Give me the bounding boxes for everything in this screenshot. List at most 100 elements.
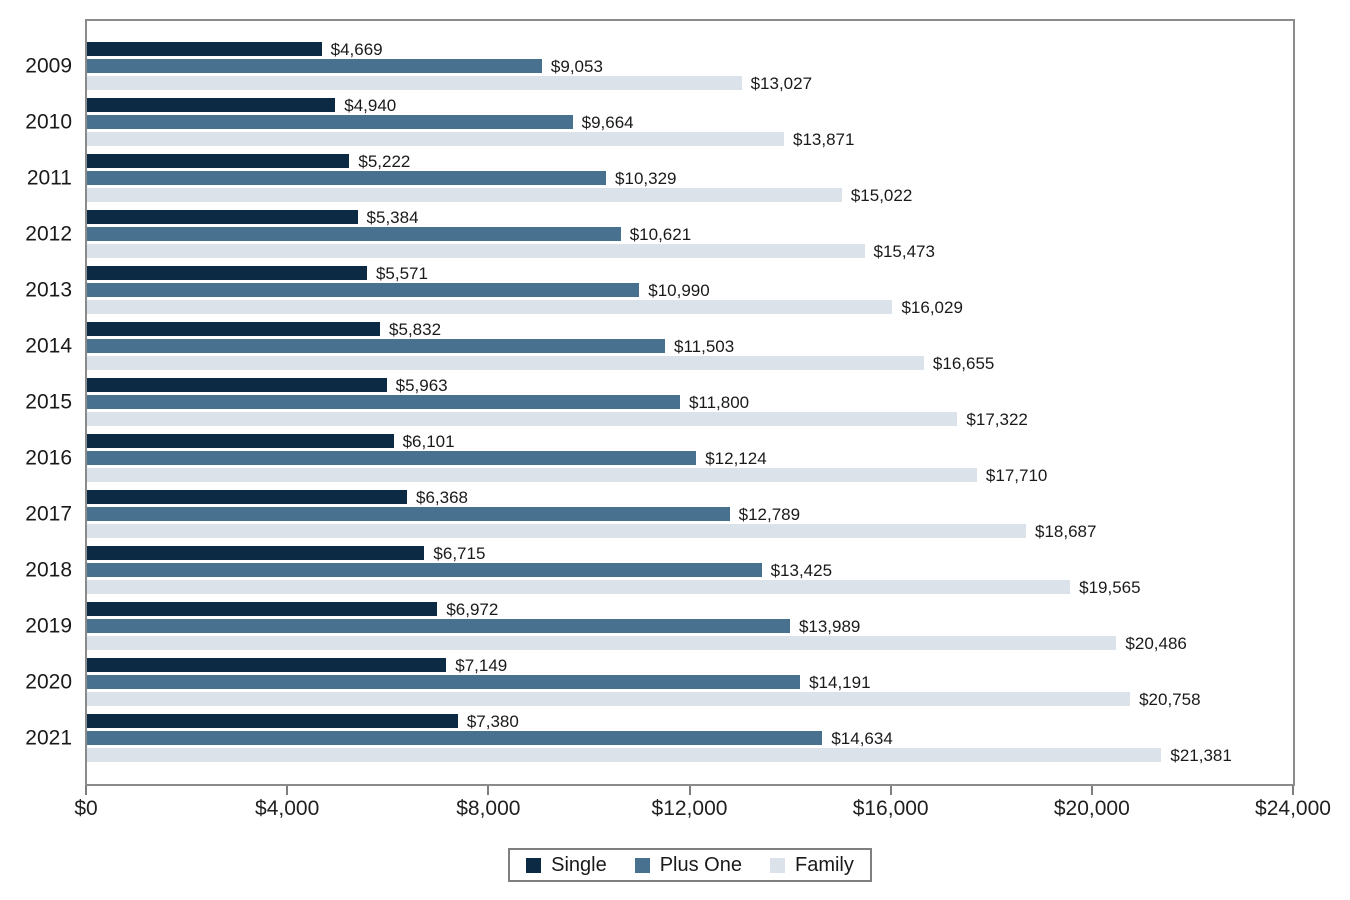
year-group-2021: 2021 $7,380 $14,634 $21,381 — [25, 713, 1293, 765]
x-axis-tick-label: $12,000 — [651, 797, 728, 820]
bar-row-family: $17,322 — [87, 411, 1293, 428]
bar-row-single: $5,963 — [87, 375, 1293, 395]
bar-single-2009 — [87, 42, 322, 56]
bar-family-2015 — [87, 412, 958, 426]
year-group-2015: 2015 $5,963 $11,800 $17,322 — [25, 375, 1293, 428]
bar-plus-one-2016 — [87, 451, 697, 465]
bar-row-family: $16,029 — [87, 297, 1293, 317]
year-group-2016: 2016 $6,101 $12,124 $17,710 — [25, 431, 1293, 485]
bar-value-label: $12,124 — [705, 448, 767, 468]
bar-row-plus-one: $12,124 — [87, 448, 1293, 468]
bar-value-label: $17,710 — [985, 465, 1048, 485]
x-axis-tick-label: $20,000 — [1053, 797, 1130, 820]
legend-swatch-icon — [634, 857, 650, 873]
bar-row-single: $5,384 — [87, 207, 1293, 227]
bar-row-plus-one: $11,503 — [87, 338, 1293, 355]
y-axis-tick-label: 2018 — [25, 558, 72, 582]
bar-value-label: $15,022 — [850, 185, 913, 205]
bar-value-label: $21,381 — [1170, 745, 1232, 765]
bar-value-label: $6,368 — [415, 487, 468, 507]
bar-plus-one-2014 — [87, 339, 666, 353]
bar-value-label: $4,940 — [344, 95, 397, 115]
legend-item-single: Single — [526, 855, 607, 875]
bar-row-family: $15,022 — [87, 185, 1293, 205]
x-axis-tick — [85, 786, 87, 795]
year-group-2009: 2009 $4,669 $9,053 $13,027 — [25, 41, 1293, 92]
bar-row-family: $16,655 — [87, 355, 1293, 372]
bar-value-label: $10,329 — [615, 168, 677, 188]
bar-row-single: $6,368 — [87, 487, 1293, 507]
bar-single-2020 — [87, 658, 447, 672]
bar-value-label: $5,222 — [358, 151, 411, 171]
bar-plus-one-2017 — [87, 507, 730, 521]
bar-row-single: $7,149 — [87, 655, 1293, 675]
y-axis-tick-label: 2016 — [25, 446, 72, 470]
year-group-2011: 2011 $5,222 $10,329 $15,022 — [27, 151, 1293, 205]
x-axis-tick — [889, 786, 892, 795]
legend: Single Plus One Family — [85, 848, 1295, 882]
bar-single-2017 — [87, 490, 407, 504]
bar-family-2018 — [87, 580, 1071, 594]
bar-family-2012 — [87, 244, 865, 258]
bar-value-label: $16,029 — [901, 297, 963, 317]
y-axis-tick-label: 2019 — [25, 614, 72, 638]
y-axis-tick-label: 2020 — [25, 670, 72, 694]
bar-value-label: $6,101 — [402, 431, 455, 451]
bar-value-label: $6,972 — [446, 599, 499, 619]
y-axis-tick-label: 2009 — [25, 54, 72, 78]
bar-row-plus-one: $11,800 — [87, 392, 1293, 412]
bar-value-label: $13,871 — [793, 129, 855, 149]
bar-value-label: $20,758 — [1139, 689, 1201, 709]
x-axis-tick-label: $8,000 — [456, 797, 521, 820]
legend-item-plus-one: Plus One — [634, 855, 742, 875]
bar-plus-one-2013 — [87, 283, 640, 297]
x-axis-tick — [688, 786, 691, 795]
bar-row-plus-one: $13,425 — [87, 562, 1293, 579]
bar-row-plus-one: $9,664 — [87, 114, 1293, 131]
x-axis-tick-label: $24,000 — [1255, 797, 1331, 820]
bar-row-family: $13,027 — [87, 75, 1293, 92]
bar-value-label: $6,715 — [433, 543, 486, 563]
bar-value-label: $11,800 — [688, 392, 750, 412]
bar-row-single: $4,940 — [87, 95, 1293, 115]
bar-value-label: $12,789 — [738, 504, 801, 524]
year-group-2014: 2014 $5,832 $11,503 $16,655 — [25, 321, 1293, 372]
bar-plus-one-2021 — [87, 731, 823, 745]
bar-row-single: $5,832 — [87, 321, 1293, 338]
bar-row-family: $17,710 — [87, 465, 1293, 485]
bar-single-2014 — [87, 322, 381, 336]
bar-value-label: $5,384 — [366, 207, 419, 227]
bar-family-2013 — [87, 300, 893, 314]
bar-row-plus-one: $9,053 — [87, 58, 1293, 75]
bar-plus-one-2015 — [87, 395, 680, 409]
bar-single-2010 — [87, 98, 336, 112]
bar-single-2019 — [87, 602, 438, 616]
y-axis-tick-label: 2017 — [25, 502, 72, 526]
x-axis-tick-label: $0 — [74, 797, 98, 820]
bar-value-label: $13,989 — [798, 616, 861, 636]
year-group-2019: 2019 $6,972 $13,989 $20,486 — [25, 599, 1293, 652]
bar-row-single: $4,669 — [87, 41, 1293, 58]
bar-row-plus-one: $10,621 — [87, 224, 1293, 244]
bar-plus-one-2010 — [87, 115, 573, 129]
x-axis-tick — [286, 786, 289, 795]
legend-box: Single Plus One Family — [508, 848, 872, 882]
year-group-2010: 2010 $4,940 $9,664 $13,871 — [25, 95, 1293, 149]
plot-area: 2009 $4,669 $9,053 $13,027 2010 $4,940 $9,664 $… — [25, 19, 1295, 786]
bar-row-single: $5,571 — [87, 265, 1293, 282]
bar-value-label: $10,621 — [629, 224, 692, 244]
bar-plus-one-2018 — [87, 563, 762, 577]
y-axis-tick-label: 2021 — [25, 726, 72, 750]
bar-row-single: $6,972 — [87, 599, 1293, 619]
bar-value-label: $7,149 — [455, 655, 508, 675]
bar-row-plus-one: $14,191 — [87, 674, 1293, 691]
bar-plus-one-2020 — [87, 675, 801, 689]
bar-value-label: $5,963 — [395, 375, 448, 395]
y-axis-tick-label: 2011 — [26, 166, 72, 190]
bar-plus-one-2011 — [87, 171, 607, 185]
bar-single-2015 — [87, 378, 387, 392]
bar-value-label: $15,473 — [873, 241, 935, 261]
bar-single-2013 — [87, 266, 367, 280]
year-group-2020: 2020 $7,149 $14,191 $20,758 — [25, 655, 1293, 709]
